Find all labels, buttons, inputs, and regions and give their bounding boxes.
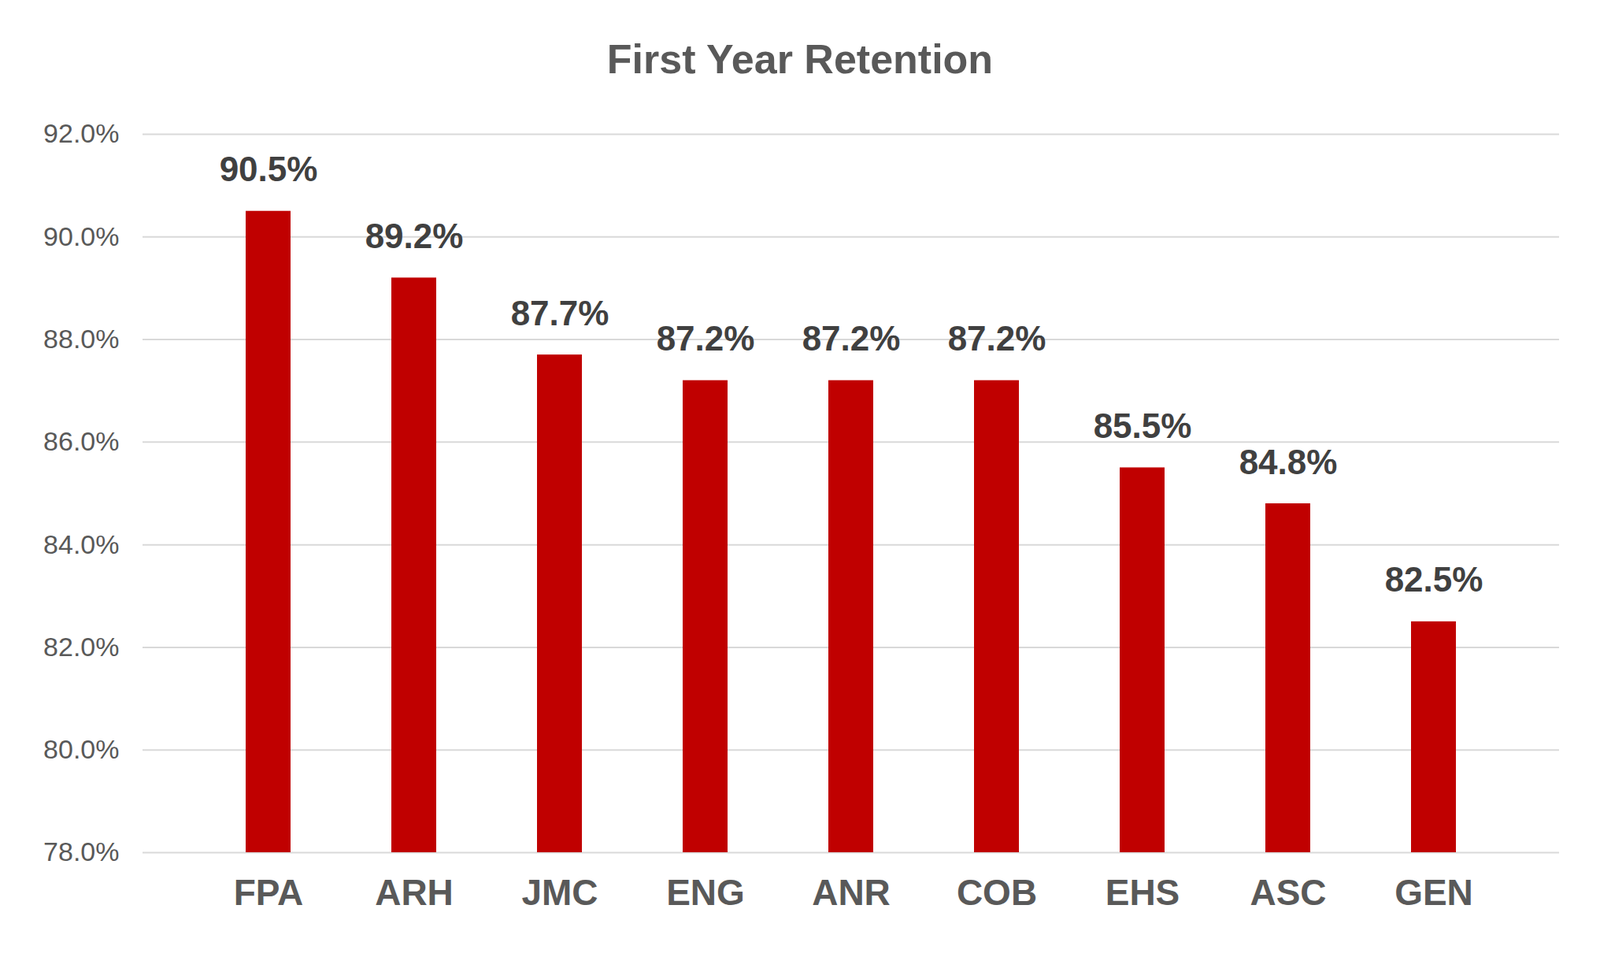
svg-text:90.0%: 90.0% xyxy=(43,221,119,252)
svg-text:87.2%: 87.2% xyxy=(802,318,901,358)
svg-text:88.0%: 88.0% xyxy=(43,323,119,354)
svg-text:EHS: EHS xyxy=(1105,871,1181,913)
html-text:First Year Retention: First Year Retention xyxy=(606,36,993,82)
svg-text:87.7%: 87.7% xyxy=(511,293,610,333)
svg-text:ASC: ASC xyxy=(1249,871,1326,913)
svg-text:FPA: FPA xyxy=(233,871,304,913)
svg-text:JMC: JMC xyxy=(521,871,598,913)
svg-text:86.0%: 86.0% xyxy=(43,425,119,456)
svg-text:89.2%: 89.2% xyxy=(365,216,464,256)
svg-text:87.2%: 87.2% xyxy=(948,318,1047,358)
svg-text:87.2%: 87.2% xyxy=(656,318,756,358)
svg-text:84.8%: 84.8% xyxy=(1239,442,1338,482)
svg-text:82.0%: 82.0% xyxy=(43,631,119,662)
svg-text:80.0%: 80.0% xyxy=(43,733,119,764)
svg-text:84.0%: 84.0% xyxy=(43,529,119,560)
svg-text:85.5%: 85.5% xyxy=(1093,406,1193,445)
svg-text:GEN: GEN xyxy=(1394,871,1474,913)
svg-text:ANR: ANR xyxy=(811,871,891,913)
svg-text:78.0%: 78.0% xyxy=(43,836,119,867)
svg-text:ARH: ARH xyxy=(374,871,454,913)
svg-text:90.5%: 90.5% xyxy=(219,149,319,189)
svg-text:ENG: ENG xyxy=(666,871,745,913)
svg-text:COB: COB xyxy=(956,871,1038,913)
svg-text:82.5%: 82.5% xyxy=(1385,559,1484,599)
svg-text:92.0%: 92.0% xyxy=(43,118,119,149)
